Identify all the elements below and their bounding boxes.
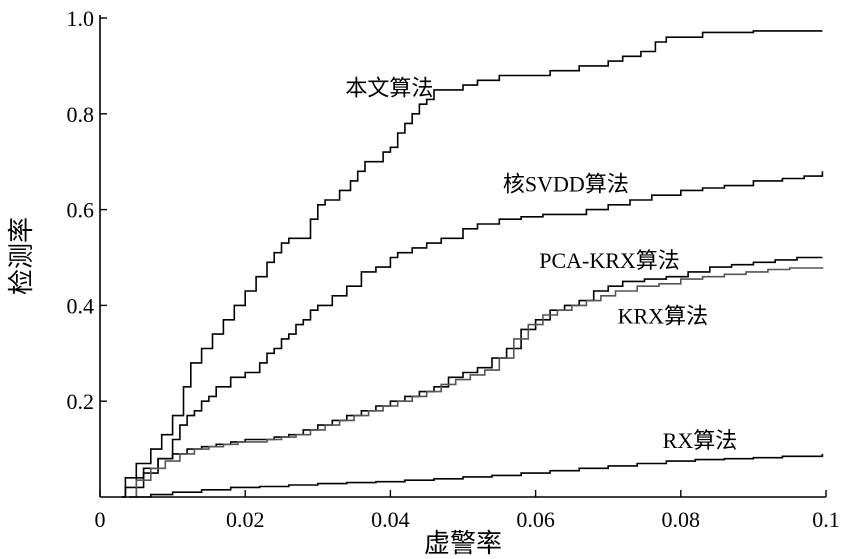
series-layer <box>121 30 824 498</box>
y-tick-label: 0.4 <box>67 293 95 318</box>
y-axis-ticks: 0.2 0.4 0.6 0.8 1.0 <box>67 6 107 414</box>
x-tick-label: 0.02 <box>226 507 265 532</box>
series-line-3 <box>129 267 824 498</box>
y-tick-label: 1.0 <box>67 6 95 31</box>
series-label-3: KRX算法 <box>618 304 708 329</box>
y-tick-label: 0.8 <box>67 102 95 127</box>
x-tick-label: 0.04 <box>371 507 410 532</box>
y-axis-title: 检测率 <box>7 217 37 295</box>
x-tick-label: 0.1 <box>812 507 840 532</box>
series-line-4 <box>136 453 824 498</box>
x-tick-label: 0 <box>95 507 106 532</box>
series-line-2 <box>129 256 823 498</box>
x-tick-label: 0.08 <box>662 507 701 532</box>
series-line-1 <box>121 171 824 498</box>
series-label-2: PCA-KRX算法 <box>539 248 680 273</box>
axes: 0 0.02 0.04 0.06 0.08 0.1 0.2 0.4 0.6 0.8 1.0 <box>67 6 840 532</box>
y-tick-label: 0.6 <box>67 198 95 223</box>
x-axis-ticks: 0 0.02 0.04 0.06 0.08 0.1 <box>95 490 840 532</box>
series-line-0 <box>121 30 823 498</box>
y-tick-label: 0.2 <box>67 389 95 414</box>
series-label-1: 核SVDD算法 <box>503 171 629 196</box>
series-label-0: 本文算法 <box>345 76 433 101</box>
x-axis-title: 虚警率 <box>424 529 502 559</box>
series-label-4: RX算法 <box>663 428 738 453</box>
x-tick-label: 0.06 <box>516 507 555 532</box>
